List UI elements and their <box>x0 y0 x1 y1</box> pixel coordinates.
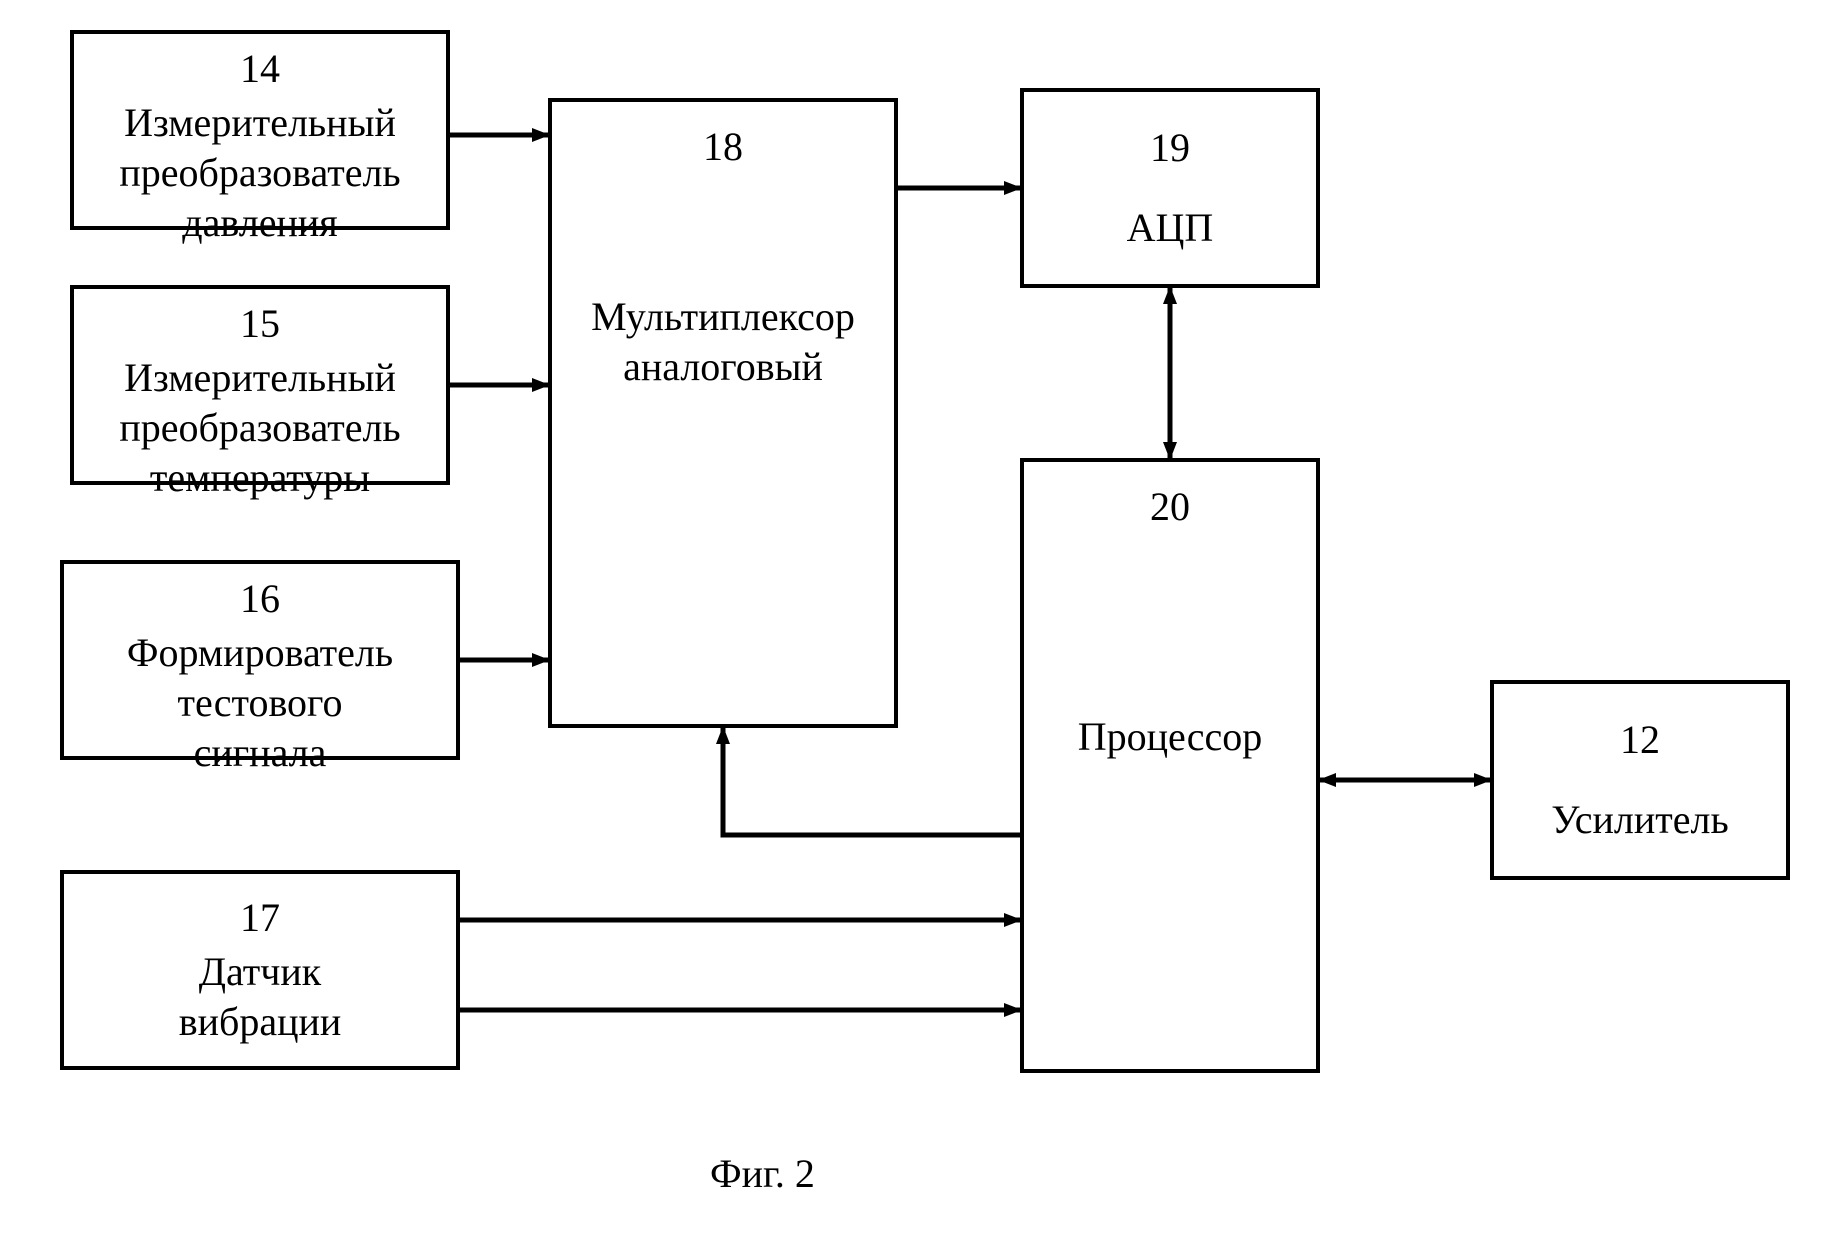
block-16-number: 16 <box>240 574 280 624</box>
block-19-label: АЦП <box>1127 203 1214 253</box>
block-12: 12 Усилитель <box>1490 680 1790 880</box>
block-diagram: 14 Измерительныйпреобразовательдавления … <box>0 0 1848 1247</box>
block-18: 18 Мультиплексораналоговый <box>548 98 898 728</box>
block-17-number: 17 <box>240 893 280 943</box>
block-20-label: Процессор <box>1078 712 1263 762</box>
block-14-label: Измерительныйпреобразовательдавления <box>119 98 400 248</box>
block-14: 14 Измерительныйпреобразовательдавления <box>70 30 450 230</box>
block-16: 16 Формировательтестовогосигнала <box>60 560 460 760</box>
block-18-label: Мультиплексораналоговый <box>591 292 855 392</box>
block-15-label: Измерительныйпреобразовательтемпературы <box>119 353 400 503</box>
block-18-number: 18 <box>703 122 743 172</box>
block-17-label: Датчиквибрации <box>179 947 342 1047</box>
block-20-number: 20 <box>1150 482 1190 532</box>
block-12-label: Усилитель <box>1551 795 1728 845</box>
block-16-label: Формировательтестовогосигнала <box>127 628 393 778</box>
block-15: 15 Измерительныйпреобразовательтемперату… <box>70 285 450 485</box>
figure-caption: Фиг. 2 <box>710 1150 815 1197</box>
block-17: 17 Датчиквибрации <box>60 870 460 1070</box>
block-20: 20 Процессор <box>1020 458 1320 1073</box>
block-19-number: 19 <box>1150 123 1190 173</box>
block-12-number: 12 <box>1620 715 1660 765</box>
block-15-number: 15 <box>240 299 280 349</box>
block-14-number: 14 <box>240 44 280 94</box>
block-19: 19 АЦП <box>1020 88 1320 288</box>
